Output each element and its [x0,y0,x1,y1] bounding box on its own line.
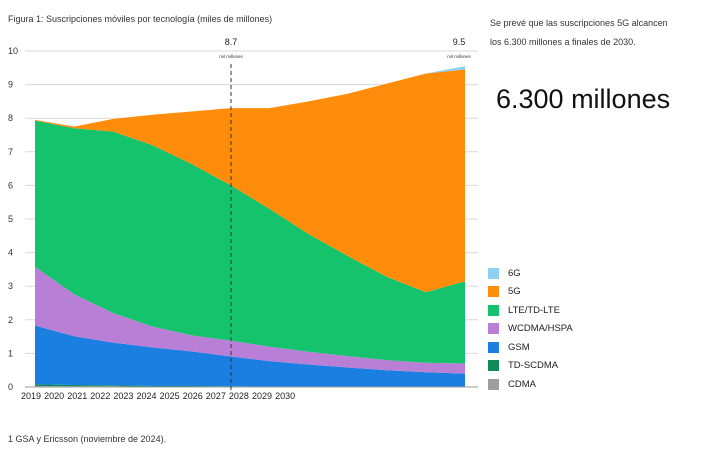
legend-item: WCDMA/HSPA [488,320,573,339]
y-tick-label: 7 [8,147,13,157]
x-tick-label: 2026 [183,391,203,401]
big-number-callout: 6.300 millones [496,84,671,114]
legend-item: CDMA [488,375,573,394]
area-gsm [35,325,465,387]
footnote: 1 GSA y Ericsson (noviembre de 2024). [8,434,167,444]
legend-swatch [488,286,499,298]
legend-swatch [488,341,499,353]
annotation-unit: mil millones [219,54,243,59]
y-tick-label: 4 [8,248,13,258]
chart-legend: 6G 5G LTE/TD-LTE WCDMA/HSPA GSM TD-SCDMA CDMA [488,264,573,394]
annotation-unit: mil millones [447,54,471,59]
forecast-note-line-1: Se prevé que las suscripciones 5G alcanc… [490,18,668,28]
y-tick-label: 10 [8,46,18,56]
legend-swatch [488,267,499,279]
figure-title: Figura 1: Suscripciones móviles por tecn… [8,14,273,24]
area-td-scdma [35,384,465,387]
annotation-value: 9.5 [453,37,466,47]
area-5g [35,69,465,293]
legend-swatch [488,304,499,316]
area-wcdma-hspa [35,266,465,374]
y-tick-label: 1 [8,348,13,358]
y-tick-label: 3 [8,281,13,291]
x-tick-label: 2023 [113,391,133,401]
legend-label: WCDMA/HSPA [508,323,573,335]
annotation-value: 8.7 [225,37,238,47]
legend-item: LTE/TD-LTE [488,301,573,320]
y-tick-label: 8 [8,113,13,123]
legend-swatch [488,378,499,390]
x-tick-label: 2019 [21,391,41,401]
x-tick-label: 2025 [160,391,180,401]
y-tick-label: 9 [8,80,13,90]
legend-item: 6G [488,264,573,283]
y-tick-label: 6 [8,180,13,190]
x-tick-label: 2027 [206,391,226,401]
area-lte-td-lte [35,120,465,364]
legend-item: 5G [488,283,573,302]
x-tick-label: 2020 [44,391,64,401]
x-tick-label: 2024 [137,391,157,401]
y-tick-label: 2 [8,315,13,325]
legend-item: GSM [488,338,573,357]
legend-label: 6G [508,267,521,279]
legend-label: 5G [508,286,521,298]
x-tick-label: 2028 [229,391,249,401]
legend-swatch [488,360,499,372]
legend-label: TD-SCDMA [508,360,559,372]
forecast-note: Se prevé que las suscripciones 5G alcanc… [490,14,668,52]
forecast-note-line-2: los 6.300 millones a finales de 2030. [490,37,636,47]
legend-label: CDMA [508,378,536,390]
legend-swatch [488,323,499,335]
y-tick-label: 5 [8,214,13,224]
x-tick-label: 2022 [90,391,110,401]
legend-item: TD-SCDMA [488,357,573,376]
x-tick-label: 2030 [275,391,295,401]
x-tick-label: 2029 [252,391,272,401]
x-tick-label: 2021 [67,391,87,401]
legend-label: GSM [508,341,530,353]
y-tick-label: 0 [8,382,13,392]
legend-label: LTE/TD-LTE [508,304,560,316]
